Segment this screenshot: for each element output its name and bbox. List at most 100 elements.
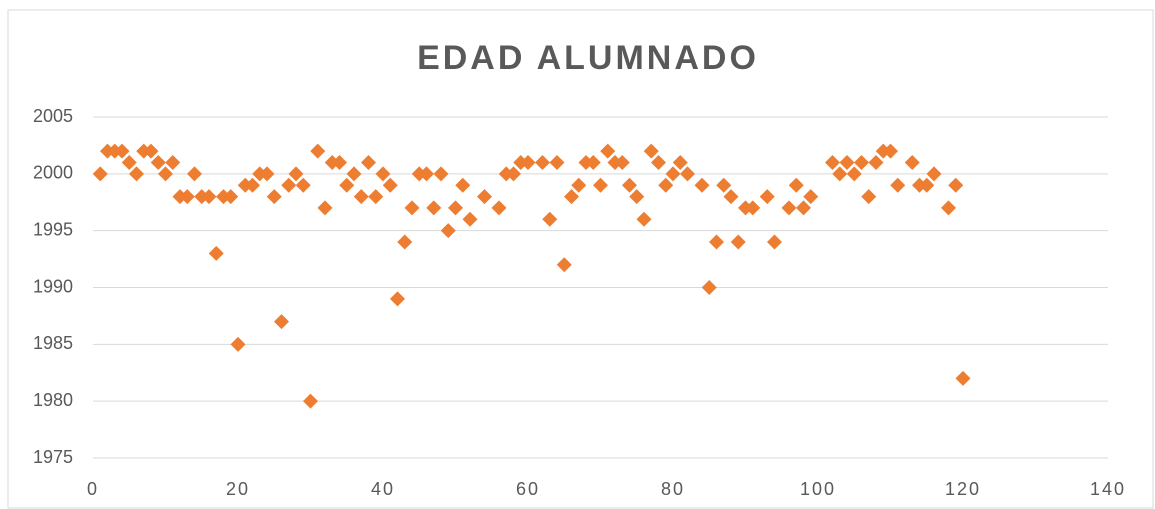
data-point: [259, 166, 275, 182]
x-tick-label: 0: [87, 479, 99, 499]
y-tick-label: 1990: [33, 276, 73, 296]
data-point: [571, 177, 587, 193]
data-point: [832, 166, 848, 182]
data-point: [382, 177, 398, 193]
data-point: [549, 154, 565, 170]
data-point: [556, 257, 572, 273]
data-point: [759, 189, 775, 205]
data-point: [665, 166, 681, 182]
data-point: [839, 154, 855, 170]
x-tick-label: 40: [371, 479, 395, 499]
data-point: [455, 177, 471, 193]
data-point: [114, 143, 130, 159]
data-point: [491, 200, 507, 216]
data-point: [150, 154, 166, 170]
data-point: [709, 234, 724, 250]
chart-frame: [7, 9, 1154, 509]
y-tick-label: 1975: [33, 447, 73, 467]
data-point: [658, 177, 674, 193]
data-point: [361, 154, 376, 170]
data-point: [803, 189, 819, 205]
data-point: [158, 166, 173, 182]
y-tick-label: 2005: [33, 106, 73, 126]
data-point: [92, 166, 108, 182]
data-point: [651, 154, 666, 170]
data-point: [448, 200, 463, 216]
data-point: [187, 166, 202, 182]
data-point: [426, 200, 442, 216]
data-point: [672, 154, 688, 170]
data-point: [861, 189, 877, 205]
data-point: [680, 166, 695, 182]
data-point: [310, 143, 326, 159]
data-point: [941, 200, 956, 216]
chart-title: EDAD ALUMNADO: [417, 39, 759, 77]
data-point: [477, 189, 492, 205]
x-tick-label: 80: [661, 479, 685, 499]
data-point: [390, 291, 405, 307]
data-point: [375, 166, 391, 182]
data-point: [694, 177, 710, 193]
data-point: [506, 166, 521, 182]
data-point: [368, 189, 384, 205]
data-point: [767, 234, 782, 250]
data-point: [883, 143, 898, 159]
data-point: [332, 154, 347, 170]
data-point: [266, 189, 282, 205]
data-point: [890, 177, 906, 193]
data-point: [303, 393, 318, 409]
x-tick-label: 20: [226, 479, 250, 499]
data-point: [926, 166, 942, 182]
data-point: [404, 200, 420, 216]
data-point: [788, 177, 804, 193]
data-point: [143, 143, 159, 159]
data-point: [643, 143, 659, 159]
data-point: [230, 336, 246, 352]
data-point: [948, 177, 964, 193]
data-point: [904, 154, 920, 170]
data-point: [121, 154, 137, 170]
data-point: [585, 154, 601, 170]
data-point: [825, 154, 840, 170]
data-point: [520, 154, 536, 170]
y-tick-label: 1995: [33, 219, 73, 239]
data-point: [462, 211, 478, 227]
data-point: [165, 154, 181, 170]
data-point: [179, 189, 195, 205]
data-point: [745, 200, 761, 216]
data-point: [701, 280, 717, 295]
data-point: [723, 189, 739, 205]
x-tick-label: 140: [1090, 479, 1126, 499]
data-point: [868, 154, 884, 170]
data-point: [593, 177, 608, 193]
data-point: [955, 370, 971, 386]
data-point: [440, 223, 456, 239]
data-point: [854, 154, 869, 170]
data-point: [274, 314, 289, 330]
data-point: [433, 166, 449, 182]
data-point: [636, 211, 652, 227]
data-point: [600, 143, 616, 159]
data-point: [796, 200, 811, 216]
data-point: [317, 200, 333, 216]
data-point: [223, 189, 239, 205]
data-point: [201, 189, 217, 205]
data-point: [353, 189, 369, 205]
data-point: [622, 177, 637, 193]
data-point: [564, 189, 579, 205]
data-point: [339, 177, 355, 193]
data-point: [295, 177, 311, 193]
data-point: [129, 166, 144, 182]
data-point: [629, 189, 645, 205]
x-tick-label: 100: [800, 479, 836, 499]
x-tick-label: 120: [945, 479, 981, 499]
data-point: [614, 154, 630, 170]
data-point: [716, 177, 732, 193]
data-point: [919, 177, 935, 193]
x-tick-label: 60: [516, 479, 540, 499]
data-point: [846, 166, 862, 182]
y-tick-label: 1980: [33, 390, 73, 410]
data-point: [397, 234, 413, 250]
data-point: [208, 245, 224, 261]
